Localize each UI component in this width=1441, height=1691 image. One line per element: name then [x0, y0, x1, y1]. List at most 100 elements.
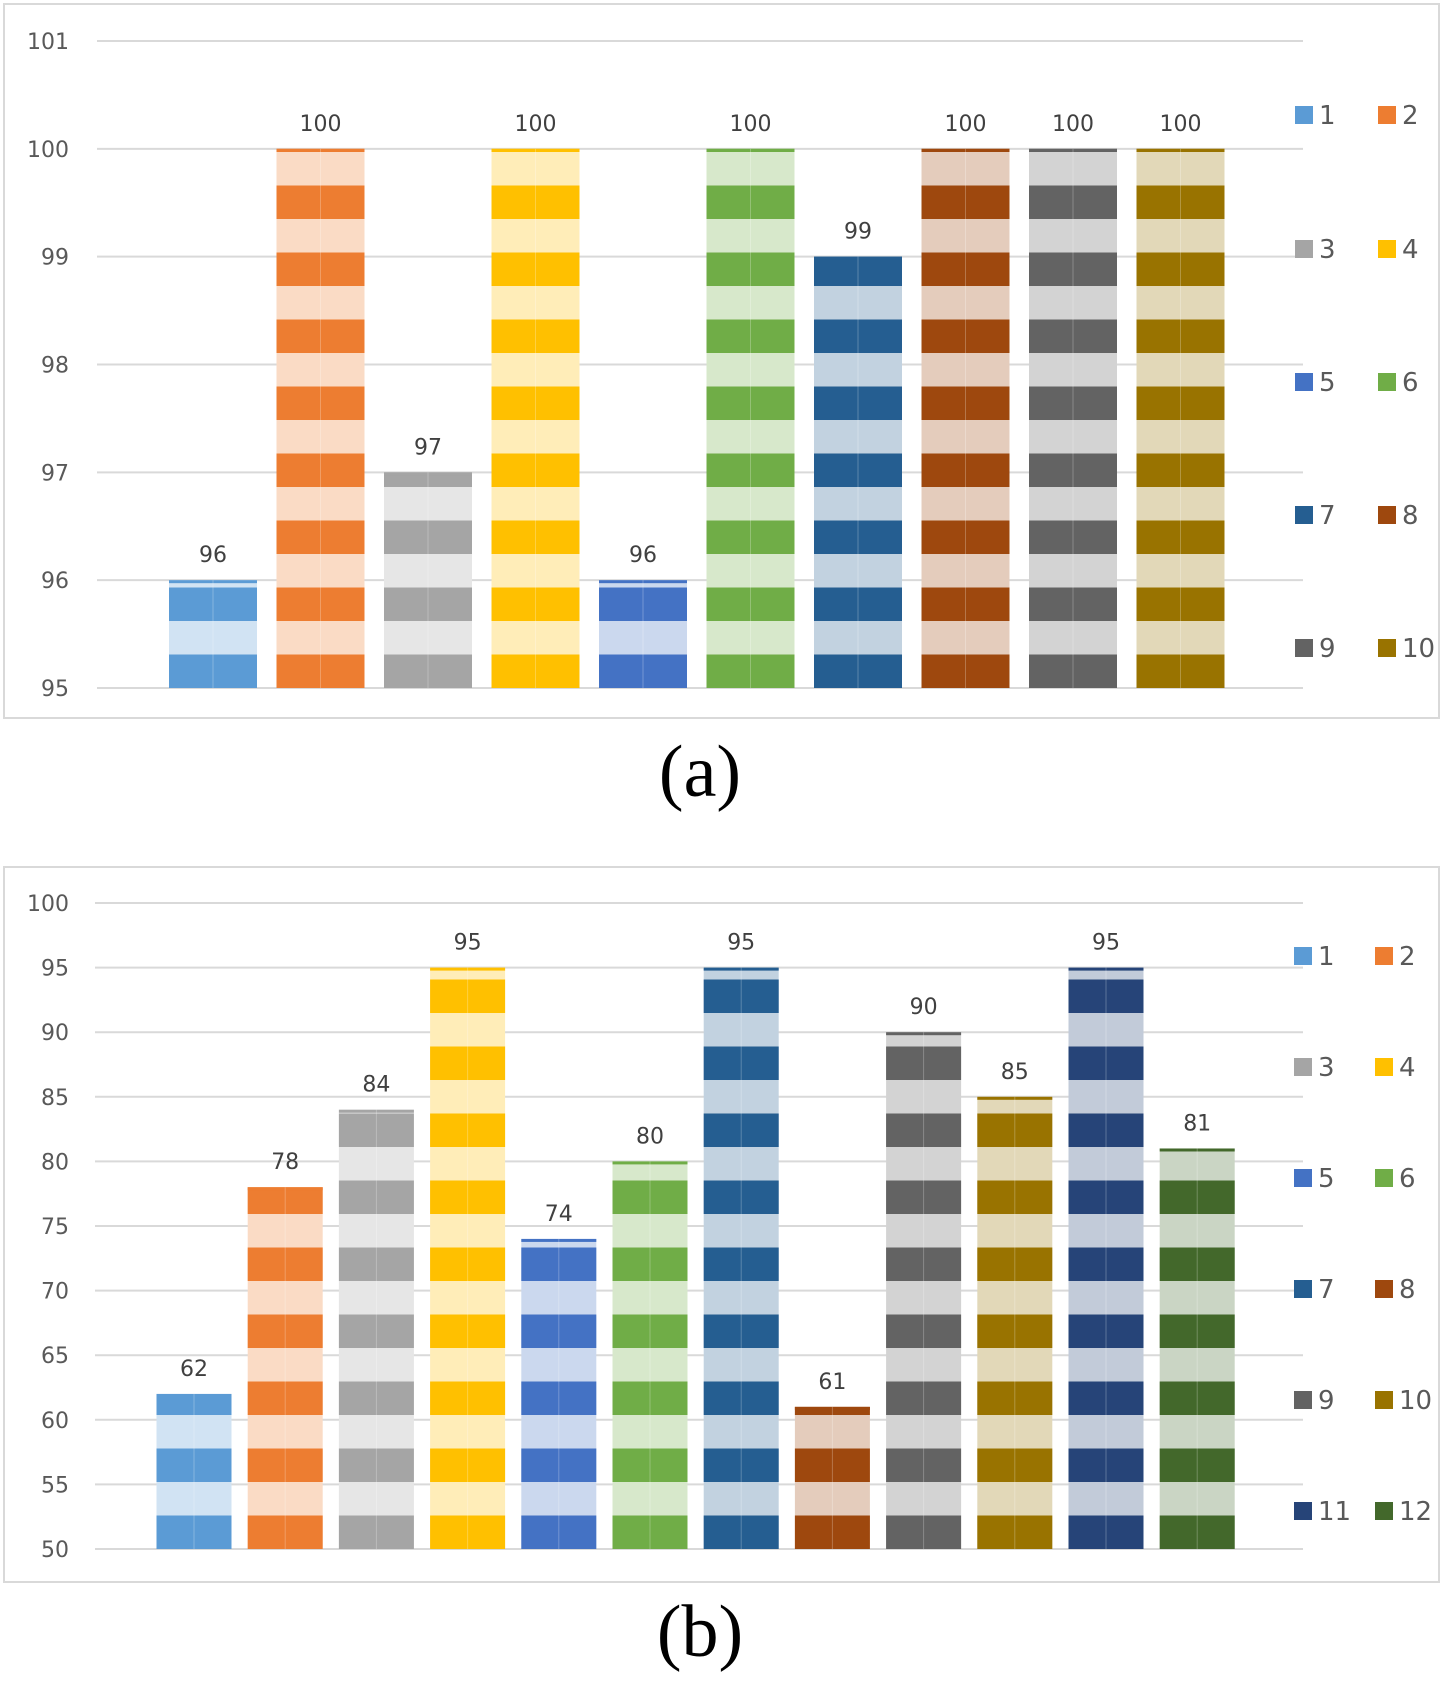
legend-entry-12: 12 — [1375, 1497, 1432, 1527]
data-label-10: 85 — [1001, 1060, 1029, 1085]
bar-10 — [1136, 148, 1225, 689]
bar-8 — [921, 148, 1010, 689]
legend-label: 5 — [1319, 368, 1336, 398]
y-tick-label: 100 — [27, 138, 69, 163]
bar-11 — [1068, 967, 1144, 1549]
bar-3 — [384, 472, 472, 688]
legend-entry-9: 9 — [1294, 1386, 1335, 1416]
data-label-9: 90 — [910, 995, 938, 1020]
legend-entry-8: 8 — [1378, 501, 1419, 531]
legend-entry-11: 11 — [1294, 1497, 1351, 1527]
bar-9 — [886, 1032, 962, 1549]
legend-entry-3: 3 — [1295, 235, 1336, 265]
legend-swatch — [1375, 1169, 1393, 1187]
bar-7 — [814, 256, 902, 688]
data-label-4: 95 — [454, 931, 482, 956]
bar-4 — [430, 967, 506, 1549]
legend-entry-4: 4 — [1378, 235, 1419, 265]
legend-label: 10 — [1399, 1386, 1432, 1416]
data-label-1: 62 — [180, 1357, 208, 1382]
y-tick-label: 95 — [41, 957, 69, 982]
legend-swatch — [1295, 106, 1313, 124]
y-tick-label: 65 — [41, 1344, 69, 1369]
y-tick-label: 100 — [27, 892, 69, 917]
bar-7 — [703, 967, 779, 1549]
legend-entry-3: 3 — [1294, 1053, 1335, 1083]
legend-entry-2: 2 — [1378, 101, 1419, 131]
data-label-5: 96 — [629, 543, 657, 568]
y-tick-label: 80 — [41, 1150, 69, 1175]
data-label-8: 61 — [818, 1370, 846, 1395]
legend-swatch — [1375, 1058, 1393, 1076]
legend-entry-1: 1 — [1295, 101, 1336, 131]
legend-entry-9: 9 — [1295, 634, 1336, 664]
bar-10 — [977, 1096, 1053, 1549]
data-label-7: 99 — [844, 220, 872, 245]
legend-label: 1 — [1319, 101, 1336, 131]
y-tick-label: 95 — [41, 677, 69, 702]
data-label-5: 74 — [545, 1202, 573, 1227]
legend-swatch — [1294, 1058, 1312, 1076]
legend-entry-4: 4 — [1375, 1053, 1416, 1083]
legend-label: 6 — [1399, 1164, 1416, 1194]
data-label-8: 100 — [945, 112, 987, 137]
legend-label: 9 — [1318, 1386, 1335, 1416]
legend-swatch — [1294, 1169, 1312, 1187]
data-label-9: 100 — [1052, 112, 1094, 137]
bar-3 — [338, 1109, 414, 1549]
bar-8 — [794, 1406, 870, 1549]
legend-swatch — [1294, 1280, 1312, 1298]
legend-swatch — [1378, 506, 1396, 524]
legend-swatch — [1294, 947, 1312, 965]
y-tick-label: 60 — [41, 1409, 69, 1434]
legend-label: 8 — [1402, 501, 1419, 531]
legend-label: 7 — [1318, 1275, 1335, 1305]
data-label-1: 96 — [199, 543, 227, 568]
y-tick-label: 99 — [41, 246, 69, 271]
data-label-6: 80 — [636, 1124, 664, 1149]
chart-panel-a: 95 96 97 98 99 100 101 96 100 97 100 96 100 99 100 100 1… — [3, 3, 1440, 719]
legend-swatch — [1378, 639, 1396, 657]
legend-swatch — [1378, 240, 1396, 258]
legend-label: 3 — [1319, 235, 1336, 265]
data-label-10: 100 — [1160, 112, 1202, 137]
data-label-6: 100 — [730, 112, 772, 137]
bar-12 — [1159, 1148, 1235, 1549]
data-label-3: 97 — [414, 435, 442, 460]
bar-5 — [521, 1238, 597, 1549]
y-tick-label: 75 — [41, 1215, 69, 1240]
legend-swatch — [1375, 1391, 1393, 1409]
legend-label: 11 — [1318, 1497, 1351, 1527]
legend-label: 7 — [1319, 501, 1336, 531]
legend-label: 1 — [1318, 942, 1335, 972]
legend-label: 9 — [1319, 634, 1336, 664]
legend-swatch — [1295, 639, 1313, 657]
bar-6 — [612, 1161, 688, 1549]
legend-swatch — [1294, 1502, 1312, 1520]
legend-label: 4 — [1399, 1053, 1416, 1083]
legend-entry-5: 5 — [1294, 1164, 1335, 1194]
data-label-11: 95 — [1092, 931, 1120, 956]
y-tick-label: 90 — [41, 1021, 69, 1046]
y-tick-label: 96 — [41, 569, 69, 594]
y-tick-label: 101 — [27, 30, 69, 55]
legend-entry-7: 7 — [1294, 1275, 1335, 1305]
caption-b: (b) — [656, 1591, 744, 1673]
y-tick-label: 97 — [41, 461, 69, 486]
data-label-7: 95 — [727, 931, 755, 956]
bar-6 — [706, 148, 795, 689]
legend-entry-10: 10 — [1375, 1386, 1432, 1416]
legend-swatch — [1375, 1502, 1393, 1520]
bar-1 — [156, 1393, 232, 1549]
data-label-2: 78 — [271, 1150, 299, 1175]
data-label-4: 100 — [515, 112, 557, 137]
bar-2 — [247, 1187, 323, 1549]
legend-label: 10 — [1402, 634, 1435, 664]
y-tick-label: 98 — [41, 354, 69, 379]
legend-label: 2 — [1402, 101, 1419, 131]
y-tick-label: 55 — [41, 1473, 69, 1498]
y-tick-label: 70 — [41, 1280, 69, 1305]
legend-swatch — [1295, 506, 1313, 524]
bar-2 — [276, 148, 365, 689]
